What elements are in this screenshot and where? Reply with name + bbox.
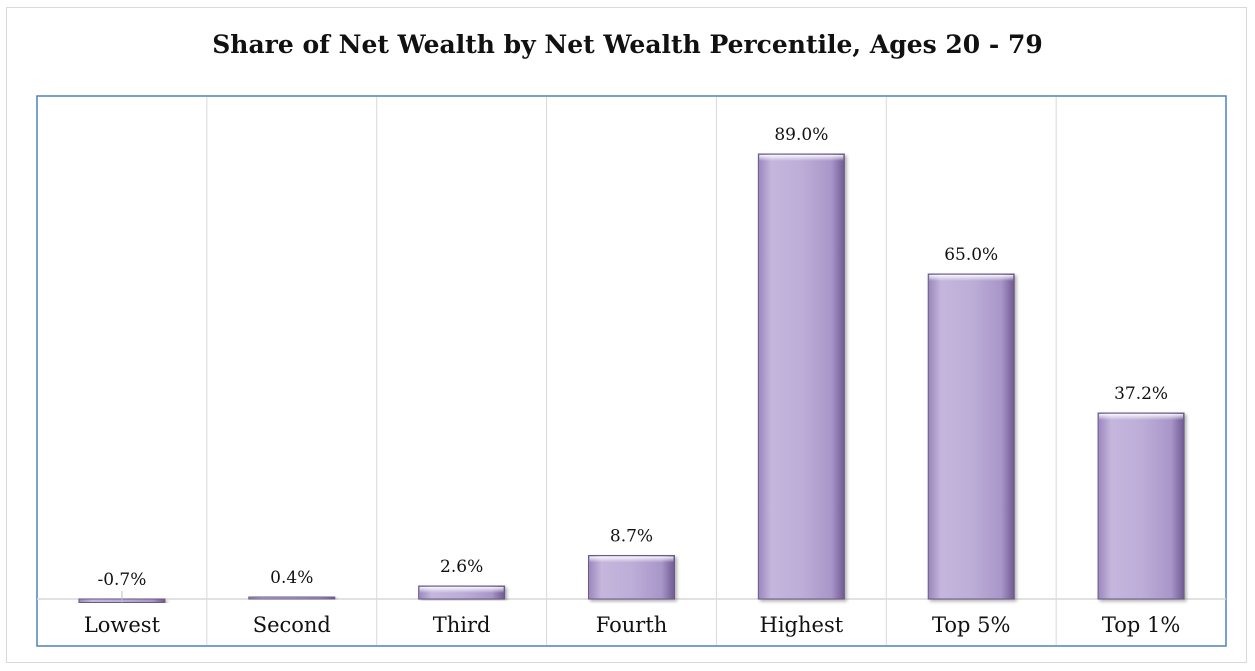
data-label: -0.7%	[97, 570, 146, 590]
bar-highlight	[419, 587, 504, 593]
data-label: 8.7%	[610, 527, 653, 547]
category-label: Fourth	[596, 613, 668, 637]
data-label: 65.0%	[944, 245, 998, 265]
category-label: Top 1%	[1102, 613, 1180, 637]
bar-highlight	[759, 155, 844, 161]
bar-highlight	[929, 275, 1014, 281]
data-label: 2.6%	[440, 557, 483, 577]
bar-fourth	[588, 555, 675, 600]
category-label: Top 5%	[932, 613, 1010, 637]
bar-highlight	[1099, 414, 1184, 420]
bar-highlight	[589, 556, 674, 563]
data-label: 37.2%	[1114, 384, 1168, 404]
category-label: Second	[253, 613, 331, 637]
bar-highest	[757, 153, 845, 600]
data-label: 0.4%	[270, 568, 313, 588]
bar-second	[248, 596, 336, 600]
bar-top-1-	[1097, 412, 1185, 600]
category-label: Third	[433, 613, 491, 637]
category-label: Highest	[760, 613, 844, 637]
plot-area	[36, 95, 1227, 647]
bar-top-5-	[927, 273, 1015, 600]
data-label: 89.0%	[774, 125, 828, 145]
category-label: Lowest	[84, 613, 161, 637]
chart-title: Share of Net Wealth by Net Wealth Percen…	[212, 30, 1043, 59]
